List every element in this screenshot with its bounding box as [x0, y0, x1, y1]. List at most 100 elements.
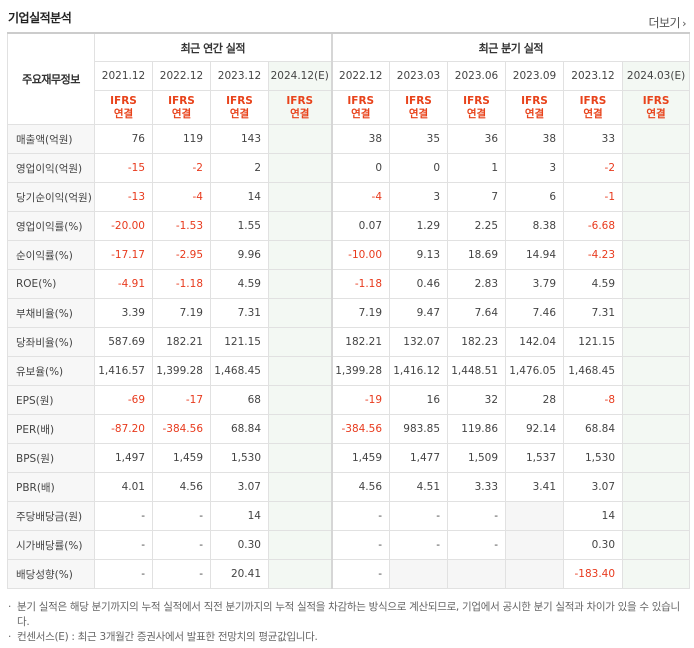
- table-cell: -6.68: [563, 211, 624, 241]
- table-cell: 18.69: [447, 240, 507, 270]
- accounting-standard: IFRS: [579, 94, 607, 107]
- table-row: 배당성향(%) - -20.41- -183.40: [7, 559, 691, 589]
- table-cell: 1: [447, 153, 507, 183]
- row-label: 유보율(%): [7, 356, 95, 386]
- row-label: 주당배당금(원): [7, 501, 95, 531]
- table-cell: [622, 211, 691, 241]
- accounting-basis: IFRS 연결: [210, 90, 269, 125]
- row-label: 배당성향(%): [7, 559, 95, 589]
- table-cell: 32: [447, 385, 507, 415]
- table-cell: 1,416.57: [94, 356, 153, 386]
- table-row: PBR(배) 4.01 4.56 3.07 4.56 4.51 3.33 3.41 3.07: [7, 472, 691, 502]
- table-cell: -: [330, 530, 391, 560]
- table-cell: -17: [152, 385, 211, 415]
- table-cell: [267, 559, 333, 589]
- footnotes: · 분기 실적은 해당 분기까지의 누적 실적에서 직전 분기까지의 누적 실적을…: [8, 600, 688, 645]
- accounting-basis: IFRS 연결: [563, 90, 624, 125]
- table-cell: 0.07: [330, 211, 391, 241]
- table-cell: 1,477: [389, 443, 449, 473]
- table-cell: 4.01: [94, 472, 153, 502]
- period-header: 2021.12: [94, 61, 153, 91]
- table-cell: 3.07: [210, 472, 269, 502]
- table-cell: 182.21: [330, 327, 391, 357]
- row-label: 당좌비율(%): [7, 327, 95, 357]
- table-cell: 1,509: [447, 443, 507, 473]
- table-cell: [505, 501, 565, 531]
- table-cell: 7: [447, 182, 507, 212]
- table-cell: -: [94, 530, 153, 560]
- table-cell: [267, 211, 333, 241]
- table-cell: -4: [152, 182, 211, 212]
- group-annual: 최근 연간 실적: [93, 32, 333, 62]
- table-cell: [267, 182, 333, 212]
- table-row: PER(배) -87.20 -384.56 68.84 -384.56 983.85 119…: [7, 414, 691, 444]
- table-cell: 4.59: [563, 269, 624, 299]
- table-cell: 1,476.05: [505, 356, 565, 386]
- table-cell: -: [330, 501, 391, 531]
- table-cell: 20.41: [210, 559, 269, 589]
- table-cell: 7.31: [563, 298, 624, 328]
- table-cell: 3.39: [94, 298, 153, 328]
- table-cell: 68.84: [563, 414, 624, 444]
- table-cell: 0.30: [210, 530, 269, 560]
- period-header: 2023.12: [563, 61, 624, 91]
- consolidation-type: 연결: [524, 107, 545, 120]
- table-cell: [389, 559, 449, 589]
- table-cell: [622, 385, 691, 415]
- table-cell: 1.55: [210, 211, 269, 241]
- table-cell: 16: [389, 385, 449, 415]
- accounting-basis: IFRS 연결: [505, 90, 565, 125]
- table-cell: 121.15: [210, 327, 269, 357]
- table-cell: 1,468.45: [210, 356, 269, 386]
- table-cell: 14: [563, 501, 624, 531]
- table-cell: 6: [505, 182, 565, 212]
- footnote: · 분기 실적은 해당 분기까지의 누적 실적에서 직전 분기까지의 누적 실적을…: [8, 600, 688, 630]
- table-cell: 0: [330, 153, 391, 183]
- table-cell: 1,468.45: [563, 356, 624, 386]
- table-cell: -384.56: [152, 414, 211, 444]
- period-header: 2024.12(E): [267, 61, 333, 91]
- more-label: 더보기: [648, 16, 681, 30]
- table-cell: -: [152, 501, 211, 531]
- table-row: 영업이익(억원) -15 -2 2 0 0 1 3 -2: [7, 153, 691, 183]
- table-cell: 76: [94, 124, 153, 154]
- table-cell: 1,459: [152, 443, 211, 473]
- table-cell: 36: [447, 124, 507, 154]
- table-cell: 2.25: [447, 211, 507, 241]
- accounting-basis: IFRS 연결: [267, 90, 333, 125]
- table-cell: -4.91: [94, 269, 153, 299]
- table-cell: [622, 356, 691, 386]
- table-cell: 7.19: [152, 298, 211, 328]
- table-cell: [622, 472, 691, 502]
- table-cell: 3.33: [447, 472, 507, 502]
- table-cell: [267, 385, 333, 415]
- table-row: 시가배당률(%) - -0.30- - -0.30: [7, 530, 691, 560]
- section-header: 기업실적분석 더보기 ›: [0, 0, 694, 32]
- consolidation-type: 연결: [583, 107, 603, 120]
- table-cell: 33: [563, 124, 624, 154]
- table-cell: -15: [94, 153, 153, 183]
- table-cell: 14: [210, 501, 269, 531]
- period-header: 2022.12: [152, 61, 211, 91]
- table-row: EPS(원) -69 -17 68 -19 16 32 28 -8: [7, 385, 691, 415]
- table-cell: -19: [330, 385, 391, 415]
- table-cell: 38: [505, 124, 565, 154]
- table-cell: 0: [389, 153, 449, 183]
- table-cell: 119: [152, 124, 211, 154]
- table-cell: 1,399.28: [152, 356, 211, 386]
- table-row: 매출액(억원) 76 119 143 38 35 36 38 33: [7, 124, 691, 154]
- table-cell: 68: [210, 385, 269, 415]
- row-label: 순이익률(%): [7, 240, 95, 270]
- table-cell: -2.95: [152, 240, 211, 270]
- bullet-icon: ·: [8, 601, 12, 613]
- accounting-standard: IFRS: [642, 94, 670, 107]
- more-link[interactable]: 더보기 ›: [648, 14, 686, 31]
- consolidation-type: 연결: [351, 107, 371, 120]
- accounting-standard: IFRS: [405, 94, 432, 107]
- table-cell: [267, 356, 333, 386]
- table-cell: 7.19: [330, 298, 391, 328]
- table-cell: 8.38: [505, 211, 565, 241]
- row-label: EPS(원): [7, 385, 95, 415]
- table-cell: 1,530: [563, 443, 624, 473]
- table-cell: [267, 327, 333, 357]
